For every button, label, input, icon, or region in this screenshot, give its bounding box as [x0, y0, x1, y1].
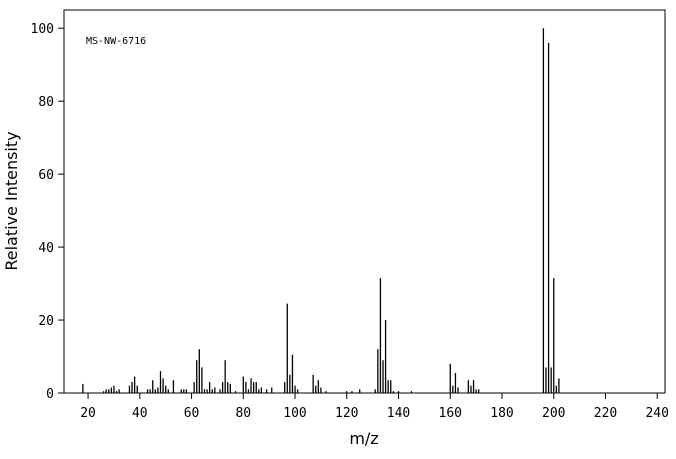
y-axis-label: Relative Intensity [2, 131, 21, 270]
y-tick-label: 80 [38, 95, 54, 110]
plot-frame [63, 9, 666, 394]
x-tick-label: 80 [235, 406, 251, 421]
x-tick-label: 140 [387, 406, 410, 421]
x-axis-label: m/z [349, 429, 378, 448]
x-tick-label: 40 [132, 406, 148, 421]
x-tick-label: 120 [335, 406, 358, 421]
x-tick-label: 220 [594, 406, 617, 421]
x-tick-label: 180 [490, 406, 513, 421]
x-tick-label: 60 [184, 406, 200, 421]
x-tick-label: 20 [80, 406, 96, 421]
y-tick-label: 20 [38, 314, 54, 329]
x-tick-label: 200 [542, 406, 565, 421]
annotation: MS-NW-6716 [86, 36, 146, 47]
y-tick-label: 40 [38, 241, 54, 256]
y-tick-label: 100 [31, 22, 54, 37]
y-tick-label: 60 [38, 168, 54, 183]
x-tick-label: 100 [283, 406, 306, 421]
x-tick-label: 240 [645, 406, 668, 421]
x-tick-label: 160 [439, 406, 462, 421]
y-tick-label: 0 [46, 387, 54, 402]
